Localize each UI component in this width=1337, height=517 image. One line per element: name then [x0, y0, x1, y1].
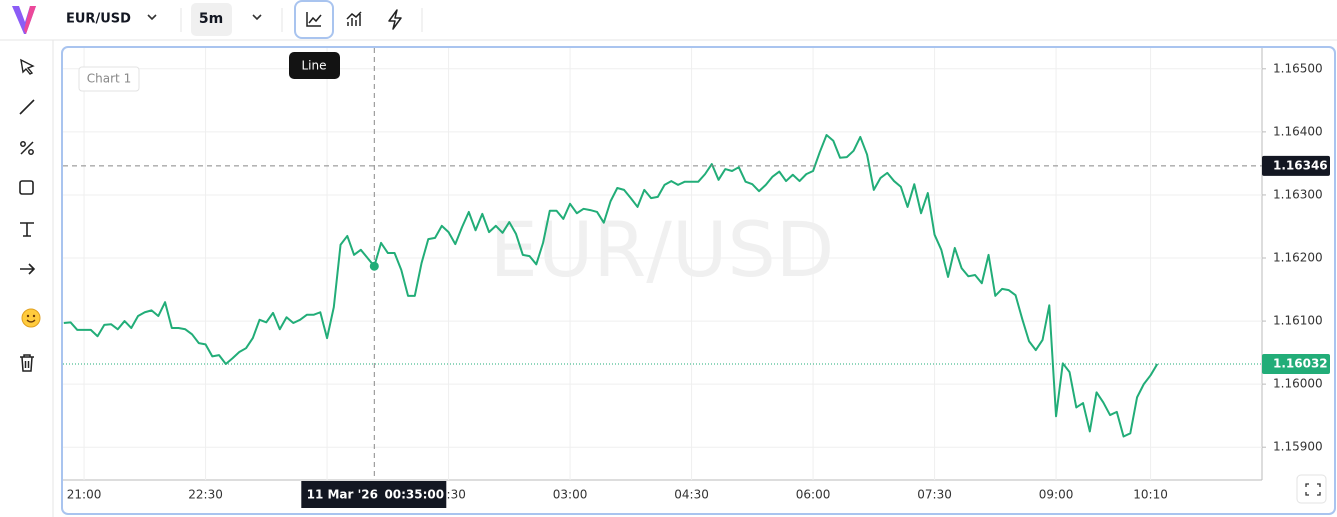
last-price-badge — [1262, 353, 1330, 374]
x-tick-label: 21:00 — [67, 488, 102, 502]
crosshair-price-badge — [1262, 155, 1330, 176]
grid — [63, 48, 1262, 480]
expand-button[interactable] — [1296, 474, 1327, 504]
symbol[interactable]: EUR/USD — [66, 12, 131, 27]
x-tick-label: 09:00 — [1039, 488, 1074, 502]
percent-tool[interactable] — [20, 141, 34, 155]
arrow-tool[interactable] — [20, 263, 36, 275]
x-tick-label: 03:00 — [553, 488, 588, 502]
symbol-chevron[interactable] — [147, 14, 157, 21]
crosshair-price-label: 1.16346 — [1273, 158, 1328, 172]
x-tick-label: 07:30 — [917, 488, 952, 502]
price-line — [63, 134, 1159, 438]
chart-panel — [61, 46, 1336, 515]
delete-tool[interactable] — [20, 354, 34, 372]
y-tick-label: 1.16100 — [1273, 314, 1323, 328]
logo-accent — [24, 6, 36, 34]
line-chart-icon — [306, 12, 322, 27]
crosshair-time-label: 00:35:00 — [384, 488, 444, 502]
indicators-button[interactable] — [346, 11, 362, 26]
cursor-tool[interactable] — [20, 58, 35, 75]
emoji-tool[interactable] — [21, 308, 41, 328]
text-tool[interactable] — [20, 222, 34, 237]
y-tick-label: 1.16300 — [1273, 187, 1323, 201]
crosshair-date-label: 11 Mar '26 — [307, 488, 378, 502]
y-tick-label: 1.16500 — [1273, 61, 1323, 75]
tooltip — [289, 52, 340, 79]
x-tick-label: 10:10 — [1133, 488, 1168, 502]
x-tick-label: 06:00 — [796, 488, 831, 502]
interval-button[interactable] — [191, 3, 232, 36]
trendline-tool[interactable] — [19, 99, 35, 115]
last-price-label: 1.16032 — [1273, 356, 1328, 370]
crosshair-time-badge — [301, 481, 447, 508]
alerts-button[interactable] — [388, 9, 402, 30]
chart-label-box — [78, 66, 140, 92]
plot — [63, 48, 1262, 480]
chart-label: Chart 1 — [87, 72, 131, 86]
rectangle-tool[interactable] — [19, 180, 34, 195]
interval[interactable]: 5m — [199, 11, 223, 27]
y-tick-label: 1.16200 — [1273, 251, 1323, 265]
y-tick-label: 1.16000 — [1273, 377, 1323, 391]
tooltip-text: Line — [301, 59, 326, 73]
x-tick-label: 22:30 — [188, 488, 223, 502]
x-tick-label: 04:30 — [674, 488, 709, 502]
y-tick-label: 1.15900 — [1273, 440, 1323, 454]
crosshair-dot — [369, 261, 379, 271]
y-tick-label: 1.16400 — [1273, 124, 1323, 138]
interval-chevron[interactable] — [252, 14, 262, 21]
